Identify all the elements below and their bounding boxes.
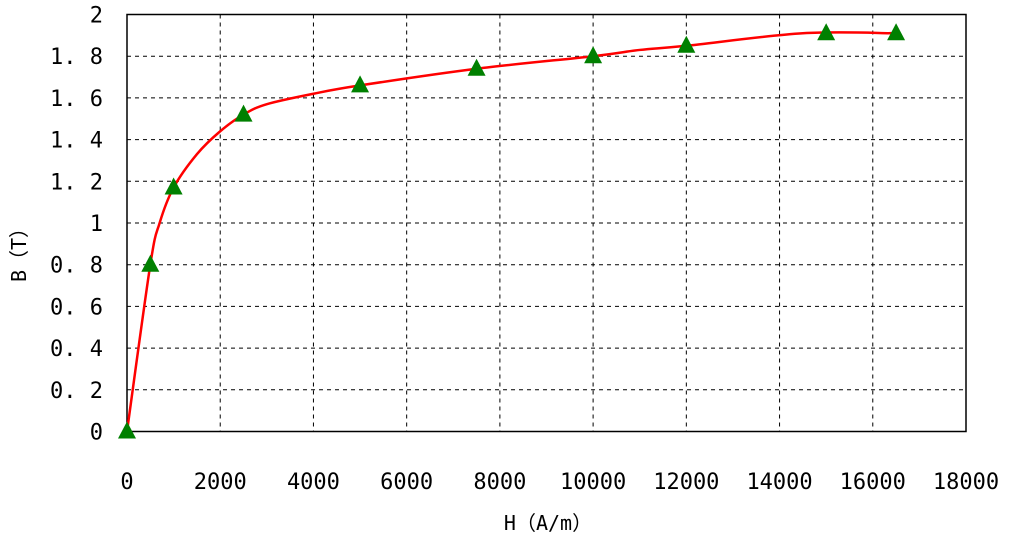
series-line-red xyxy=(125,31,897,432)
series-markers xyxy=(118,23,906,439)
x-axis-label: H（A/m） xyxy=(504,511,592,535)
y-tick-label: 1 xyxy=(90,212,103,237)
x-tick-label: 2000 xyxy=(194,470,247,495)
x-tick-label: 0 xyxy=(120,470,133,495)
x-tick-label: 14000 xyxy=(746,470,812,495)
y-tick-label: 1. 8 xyxy=(50,45,103,70)
x-tick-label: 18000 xyxy=(933,470,999,495)
x-tick-label: 4000 xyxy=(287,470,340,495)
data-point-marker xyxy=(817,23,836,41)
data-point-marker xyxy=(887,23,906,41)
y-tick-label: 2 xyxy=(90,4,103,29)
y-tick-label: 0. 4 xyxy=(50,337,103,362)
data-point-marker xyxy=(467,58,486,76)
y-axis-label: B（T） xyxy=(7,218,31,282)
data-point-marker xyxy=(141,254,160,272)
plot-frame xyxy=(126,13,967,433)
y-tick-label: 0 xyxy=(90,421,103,446)
y-tick-label: 0. 8 xyxy=(50,254,103,279)
data-point-marker xyxy=(351,75,370,93)
x-tick-label: 10000 xyxy=(560,470,626,495)
x-tick-label: 8000 xyxy=(473,470,526,495)
y-tick-label: 1. 2 xyxy=(50,170,103,195)
x-tick-labels: 0 2000 4000 6000 8000 10000 12000 14000 16000 180… xyxy=(120,470,999,495)
y-tick-label: 0. 2 xyxy=(50,379,103,404)
x-tick-label: 6000 xyxy=(380,470,433,495)
data-point-marker xyxy=(164,177,183,195)
data-point-marker xyxy=(584,46,603,64)
y-tick-labels: 0 0. 2 0. 4 0. 6 0. 8 1 1. 2 1. 4 1. 6 1. 8 2 xyxy=(50,4,103,446)
y-tick-label: 1. 4 xyxy=(50,129,103,154)
data-point-marker xyxy=(118,421,136,439)
grid xyxy=(127,14,966,432)
x-tick-label: 12000 xyxy=(653,470,719,495)
data-point-marker xyxy=(234,104,253,122)
data-point-marker xyxy=(677,35,696,53)
x-tick-label: 16000 xyxy=(840,470,906,495)
y-tick-label: 1. 6 xyxy=(50,87,103,112)
y-tick-label: 0. 6 xyxy=(50,295,103,320)
